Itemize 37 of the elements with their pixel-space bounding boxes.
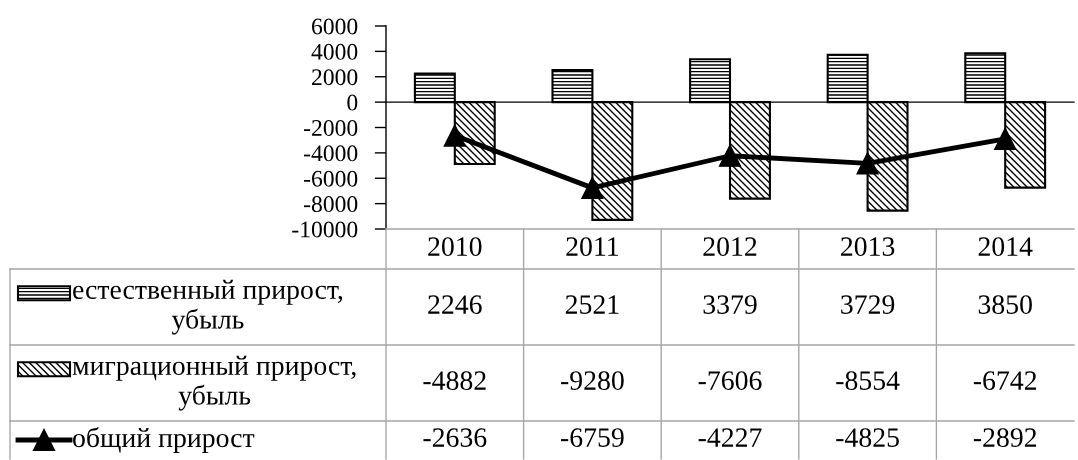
data-label: -6759 (561, 428, 624, 447)
y-tick-label: 6000 (312, 18, 358, 35)
data-label: -4227 (698, 428, 762, 447)
legend-label: естественный прирост, убыль (73, 279, 343, 335)
point (443, 124, 466, 147)
data-label: -2636 (423, 428, 487, 447)
data-label: 3379 (703, 295, 757, 314)
data-label: -4882 (423, 371, 486, 390)
y-tick-label: -10000 (292, 221, 358, 238)
data-label: -4825 (836, 428, 899, 447)
point (581, 176, 604, 199)
y-tick-label: 2000 (312, 69, 358, 86)
y-tick-label: 4000 (311, 43, 358, 60)
data-label: 2521 (565, 295, 619, 314)
data-label: 3850 (978, 295, 1032, 314)
y-tick-label: -6000 (304, 170, 358, 187)
y-tick-label: -2000 (304, 119, 358, 136)
point (718, 144, 742, 167)
x-tick-label: 2012 (703, 237, 757, 256)
data-label: -9280 (561, 371, 624, 390)
x-tick-label: 2014 (978, 237, 1033, 256)
data-label: -2892 (973, 428, 1037, 447)
y-tick-label: -8000 (304, 196, 358, 213)
y-tick-label: -4000 (304, 145, 358, 162)
data-label: -6742 (973, 371, 1037, 390)
x-tick-label: 2013 (841, 237, 895, 256)
data-label: 2246 (428, 295, 482, 314)
legend-label: общий прирост (73, 427, 255, 453)
x-tick-label: 2010 (428, 237, 482, 256)
data-label: -7606 (698, 371, 762, 390)
data-label: -8554 (836, 371, 900, 390)
data-label: 3729 (841, 295, 895, 314)
x-tick-label: 2011 (566, 237, 618, 256)
y-tick-label: 0 (347, 94, 358, 111)
legend-label: миграционный прирост, убыль (72, 355, 356, 411)
point (994, 127, 1017, 150)
point (856, 152, 879, 175)
